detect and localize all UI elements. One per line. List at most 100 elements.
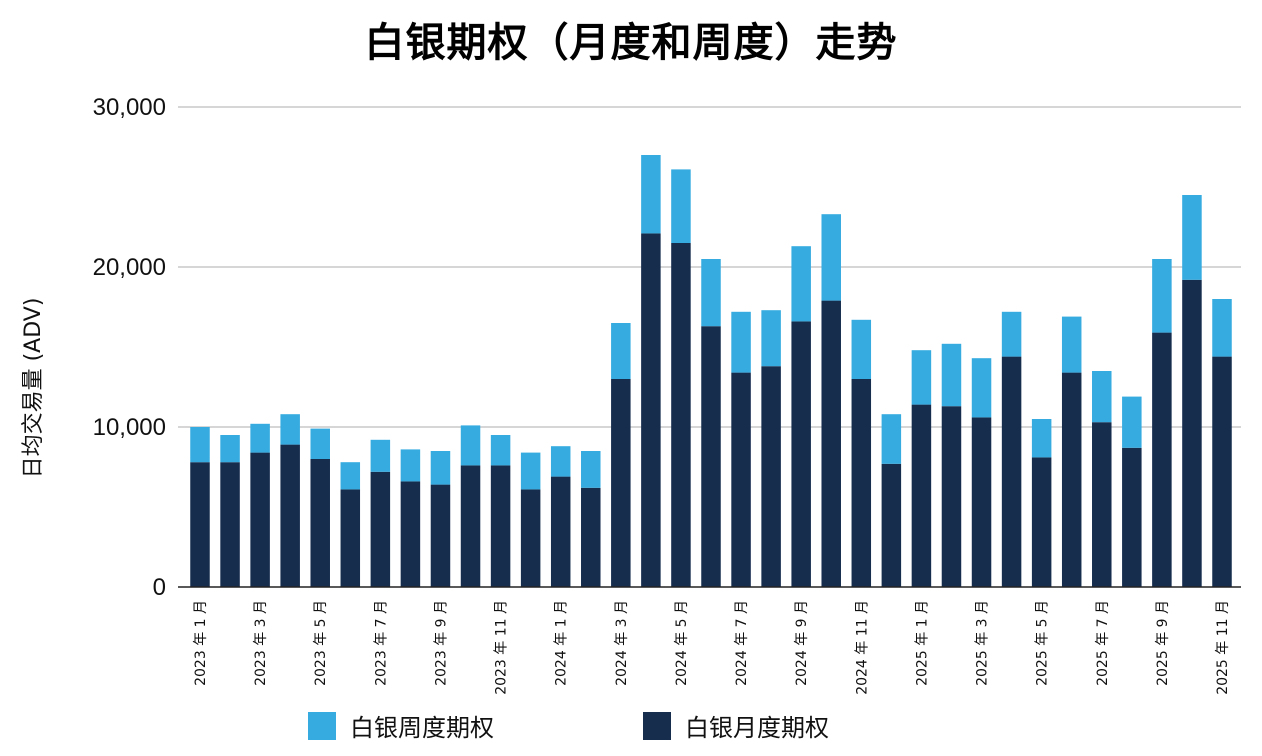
legend-label-weekly: 白银周度期权 bbox=[350, 714, 494, 742]
bar-monthly bbox=[1122, 447, 1142, 587]
bar-monthly bbox=[1061, 372, 1082, 587]
bar-monthly bbox=[641, 233, 661, 587]
bar-monthly bbox=[1182, 279, 1202, 587]
bar-weekly bbox=[941, 343, 962, 407]
bar-weekly bbox=[490, 435, 511, 466]
bar-weekly bbox=[1001, 311, 1022, 357]
legend-item-monthly: 白银月度期权 bbox=[643, 708, 829, 743]
bar-monthly bbox=[611, 379, 631, 587]
bar-monthly bbox=[310, 459, 330, 587]
bar-monthly bbox=[280, 444, 300, 587]
bar-monthly bbox=[400, 481, 421, 587]
bar-weekly bbox=[460, 425, 481, 466]
bar-weekly bbox=[1031, 419, 1052, 458]
bar-monthly bbox=[370, 471, 391, 587]
bar-weekly bbox=[1182, 195, 1202, 280]
bar-monthly bbox=[971, 417, 992, 587]
bar-monthly bbox=[701, 326, 721, 587]
bar-weekly bbox=[851, 319, 872, 379]
bar-weekly bbox=[430, 451, 451, 485]
bar-weekly bbox=[821, 214, 841, 301]
x-tick-label: 2024 年 9 月 bbox=[794, 600, 810, 686]
x-tick-label: 2025 年 1 月 bbox=[914, 600, 930, 686]
bar-weekly bbox=[1212, 299, 1232, 357]
bar-monthly bbox=[731, 372, 751, 587]
x-tick-label: 2025 年 3 月 bbox=[975, 600, 991, 686]
bar-monthly bbox=[581, 487, 601, 587]
x-tick-label: 2023 年 9 月 bbox=[433, 600, 449, 686]
bar-weekly bbox=[1061, 316, 1082, 373]
x-tick-label: 2023 年 11 月 bbox=[494, 600, 510, 695]
bar-monthly bbox=[250, 452, 270, 587]
bar-weekly bbox=[761, 310, 781, 367]
bar-weekly bbox=[340, 462, 361, 490]
x-tick-label: 2024 年 11 月 bbox=[854, 600, 870, 695]
legend-item-weekly: 白银周度期权 bbox=[308, 708, 494, 743]
bar-weekly bbox=[250, 423, 270, 453]
x-tick-label: 2024 年 7 月 bbox=[734, 600, 750, 686]
x-tick-label: 2024 年 1 月 bbox=[554, 600, 570, 686]
y-tick-label: 0 bbox=[153, 574, 166, 601]
bar-weekly bbox=[641, 155, 661, 234]
bar-weekly bbox=[911, 350, 932, 405]
bar-monthly bbox=[761, 366, 781, 587]
x-tick-label: 2024 年 5 月 bbox=[674, 600, 690, 686]
bar-monthly bbox=[881, 463, 902, 587]
x-tick-label: 2025 年 9 月 bbox=[1155, 600, 1171, 686]
x-tick-label: 2023 年 7 月 bbox=[373, 600, 389, 686]
x-tick-label: 2023 年 1 月 bbox=[193, 600, 209, 686]
x-tick-label: 2025 年 11 月 bbox=[1215, 600, 1231, 695]
y-tick-label: 30,000 bbox=[93, 94, 166, 121]
x-tick-label: 2023 年 5 月 bbox=[313, 600, 329, 686]
bar-monthly bbox=[821, 300, 841, 587]
bar-weekly bbox=[1092, 371, 1112, 423]
bar-weekly bbox=[550, 446, 571, 477]
bar-weekly bbox=[220, 435, 240, 463]
bar-weekly bbox=[881, 414, 902, 464]
y-tick-label: 10,000 bbox=[93, 414, 166, 441]
bar-weekly bbox=[370, 439, 391, 472]
bar-weekly bbox=[190, 427, 210, 463]
bar-weekly bbox=[520, 452, 541, 490]
bar-monthly bbox=[1001, 356, 1022, 587]
bar-weekly bbox=[701, 259, 721, 327]
bar-weekly bbox=[671, 169, 691, 243]
bar-weekly bbox=[791, 246, 811, 322]
bar-monthly bbox=[791, 321, 811, 587]
bar-weekly bbox=[611, 323, 631, 379]
bar-monthly bbox=[340, 489, 361, 587]
bar-monthly bbox=[550, 476, 571, 587]
x-tick-label: 2023 年 3 月 bbox=[253, 600, 269, 686]
x-tick-label: 2025 年 5 月 bbox=[1035, 600, 1051, 686]
bar-monthly bbox=[911, 404, 932, 587]
bar-monthly bbox=[671, 243, 691, 587]
chart-title: 白银期权（月度和周度）走势 bbox=[364, 20, 898, 66]
x-tick-label: 2025 年 7 月 bbox=[1095, 600, 1111, 686]
y-axis-ticks: 0 10,000 20,000 30,000 bbox=[93, 94, 166, 601]
bar-weekly bbox=[1122, 396, 1142, 448]
bar-monthly bbox=[190, 462, 210, 587]
y-tick-label: 20,000 bbox=[93, 254, 166, 281]
bar-monthly bbox=[1092, 422, 1112, 587]
x-tick-label: 2024 年 3 月 bbox=[614, 600, 630, 686]
bar-weekly bbox=[581, 451, 601, 488]
x-axis-ticks: 2023 年 1 月 2023 年 3 月 2023 年 5 月 2023 年 7 月… bbox=[193, 600, 1231, 695]
legend-swatch-monthly bbox=[643, 711, 671, 740]
legend-swatch-weekly bbox=[308, 711, 336, 740]
bar-monthly bbox=[430, 484, 451, 587]
legend-label-monthly: 白银月度期权 bbox=[685, 714, 829, 742]
bar-monthly bbox=[851, 379, 872, 587]
bar-monthly bbox=[460, 465, 481, 587]
bar-monthly bbox=[520, 489, 541, 587]
bar-weekly bbox=[310, 428, 330, 459]
bar-weekly bbox=[280, 414, 300, 445]
bar-monthly bbox=[1031, 457, 1052, 587]
bars bbox=[190, 155, 1232, 587]
bar-monthly bbox=[220, 462, 240, 587]
bar-monthly bbox=[490, 465, 511, 587]
y-axis-label: 日均交易量 (ADV) bbox=[21, 298, 46, 479]
bar-monthly bbox=[1152, 332, 1172, 587]
bar-monthly bbox=[1212, 356, 1232, 587]
bar-weekly bbox=[731, 311, 751, 373]
